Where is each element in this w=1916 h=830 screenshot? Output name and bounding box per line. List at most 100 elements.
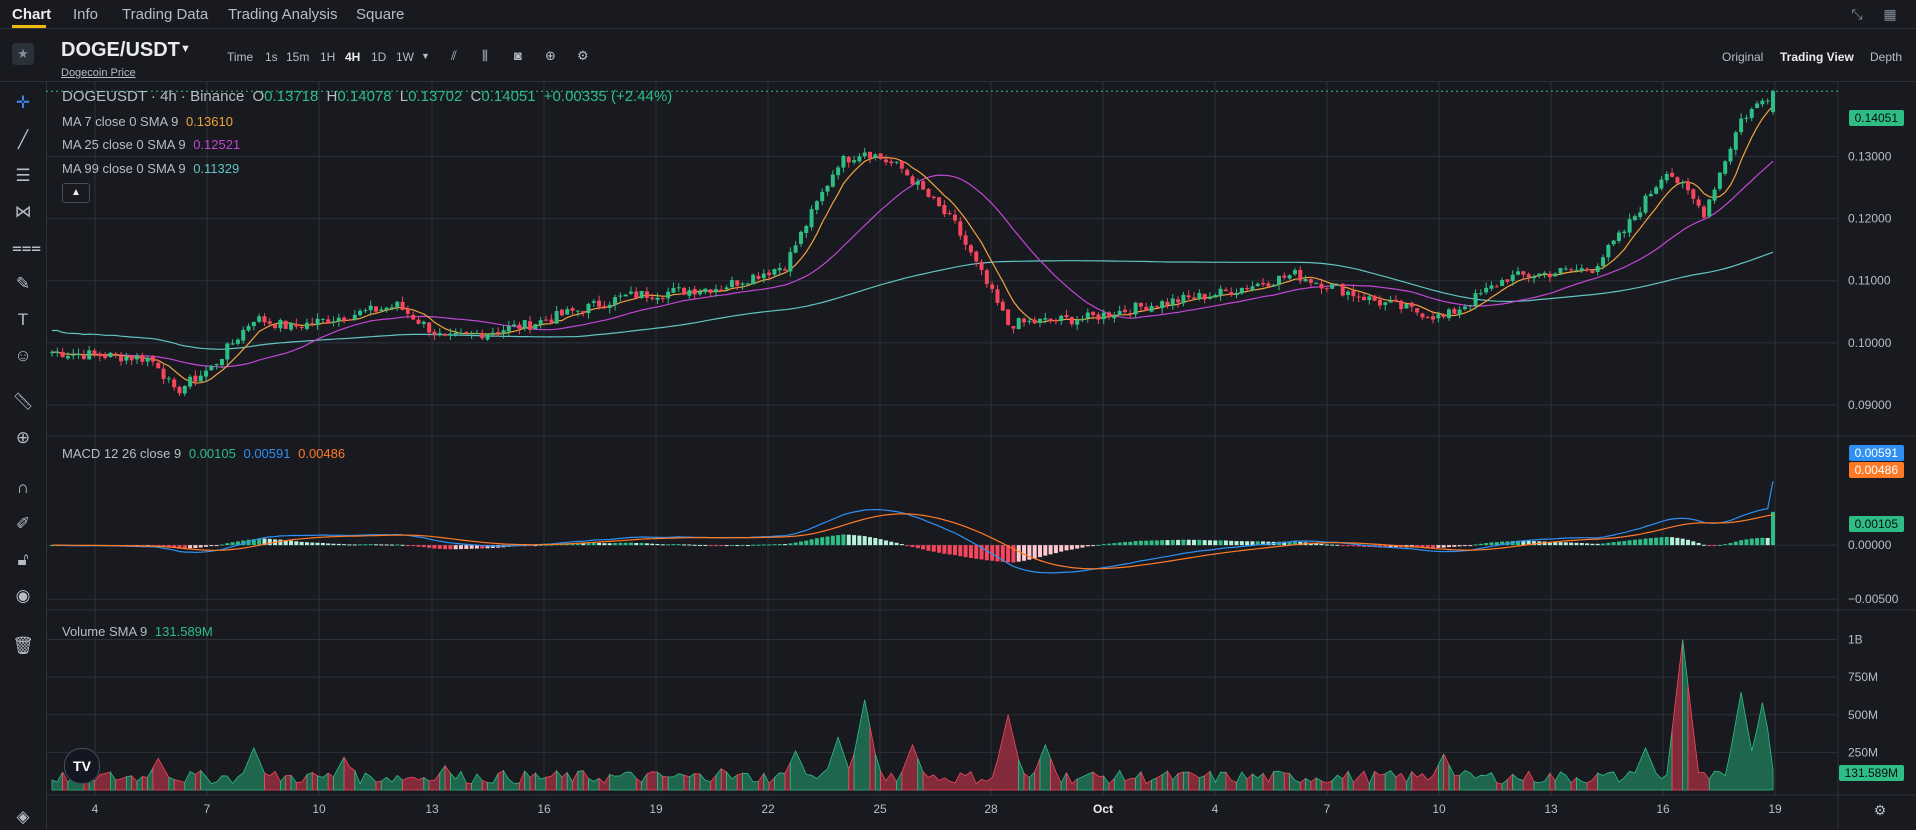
candle-body [857, 156, 862, 162]
view-depth[interactable]: Depth [1870, 50, 1903, 64]
timeframe-time[interactable]: Time [227, 50, 254, 64]
candle-body [1510, 274, 1515, 281]
macd-histogram-bar [395, 544, 400, 546]
trash-icon[interactable]: 🗑︎ [12, 636, 34, 655]
macd-histogram-bar [719, 545, 724, 547]
timeframe-4h[interactable]: 4H [345, 50, 361, 64]
favorite-star-icon[interactable]: ★ [12, 43, 34, 65]
layers-icon[interactable]: ◈ [16, 807, 30, 826]
emoji-icon[interactable]: ☺ [14, 346, 32, 365]
collapse-legend-button[interactable]: ▲ [62, 183, 90, 203]
view-original[interactable]: Original [1722, 50, 1764, 64]
candle-body [1723, 161, 1728, 174]
timeframe-1w[interactable]: 1W [396, 50, 414, 64]
eye-icon[interactable]: ◉ [15, 586, 31, 605]
candle-body [304, 322, 309, 329]
timeframe-1h[interactable]: 1H [320, 50, 336, 64]
macd-histogram-bar [1330, 544, 1335, 546]
camera-icon[interactable]: ◙ [514, 48, 522, 63]
tab-square[interactable]: Square [356, 6, 405, 23]
tab-info[interactable]: Info [73, 6, 99, 23]
macd-histogram-bar [634, 542, 639, 546]
candle-body [1303, 279, 1308, 282]
candle-body [1239, 288, 1244, 294]
tab-chart[interactable]: Chart [12, 6, 52, 23]
macd-histogram-bar [809, 539, 814, 546]
timeframe-15m[interactable]: 15m [286, 50, 310, 64]
macd-histogram-bar [1266, 541, 1271, 546]
macd-value: 0.00591 [243, 446, 291, 461]
magnet-icon[interactable]: ∩ [16, 478, 30, 497]
ruler-icon[interactable]: 📏︎ [12, 392, 34, 411]
ma7-value: 0.13610 [185, 114, 233, 129]
macd-histogram-bar [1154, 540, 1159, 546]
macd-histogram-bar [1388, 545, 1393, 548]
candle-body [570, 308, 575, 311]
macd-histogram-bar [575, 543, 580, 546]
candle-body [1298, 269, 1303, 281]
macd-histogram-bar [783, 544, 788, 546]
macd-histogram-bar [1218, 540, 1223, 546]
brush-icon[interactable]: ✎ [15, 274, 31, 293]
macd-histogram-bar [1739, 540, 1744, 546]
candle-body [1574, 269, 1579, 271]
macd-histogram-bar [1192, 539, 1197, 546]
macd-histogram-bar [1032, 545, 1037, 559]
timeframe-1s[interactable]: 1s [265, 50, 278, 64]
symbol-caret-icon[interactable]: ▼ [180, 43, 191, 55]
candle-body [1388, 300, 1393, 303]
trendline-icon[interactable]: ╱ [17, 130, 29, 149]
macd-histogram-bar [798, 541, 803, 546]
horizontal-lines-icon[interactable]: ☰ [15, 166, 31, 185]
legend-low: 0.13702 [408, 88, 463, 105]
candle-body [1733, 132, 1738, 150]
macd-histogram-bar [363, 544, 368, 546]
time-axis-label: 7 [204, 802, 211, 816]
candle-body [1659, 179, 1664, 189]
tab-trading-data[interactable]: Trading Data [122, 6, 209, 23]
add-icon[interactable]: ⊕ [545, 48, 556, 63]
minimize-icon[interactable]: ⤡ [1851, 6, 1863, 22]
pencil-lock-icon[interactable]: ✐ [15, 514, 31, 533]
layout-grid-icon[interactable]: ▦ [1883, 6, 1897, 22]
candle-body [1069, 317, 1074, 325]
candle-body [1324, 288, 1329, 290]
candle-body [1186, 295, 1191, 298]
lock-icon[interactable]: 🔓︎ [17, 550, 29, 569]
indicators-icon[interactable]: ⫽ [451, 48, 457, 63]
macd-histogram-bar [1415, 545, 1420, 548]
crosshair-icon[interactable]: ✛ [15, 93, 31, 112]
timeframe-1d[interactable]: 1D [371, 50, 387, 64]
macd-histogram-bar [1261, 541, 1266, 546]
macd-histogram-bar [1128, 541, 1133, 546]
volume-area [896, 771, 903, 791]
volume-area [1161, 770, 1168, 791]
fib-icon[interactable]: ⩶ [12, 238, 42, 257]
tab-trading-analysis[interactable]: Trading Analysis [228, 6, 338, 23]
symbol-price-link[interactable]: Dogecoin Price [61, 67, 136, 79]
volume-area [1374, 770, 1386, 791]
symbol-name[interactable]: DOGE/USDT [61, 39, 180, 61]
macd-histogram-bar [421, 545, 426, 548]
candle-type-icon[interactable]: ⫼ [482, 48, 488, 63]
macd-histogram-bar [1255, 541, 1260, 546]
settings-gear-icon[interactable]: ⚙ [577, 48, 589, 63]
pattern-icon[interactable]: ⋈ [14, 202, 32, 221]
macd-histogram-bar [474, 545, 479, 549]
candle-body [1229, 292, 1234, 296]
text-icon[interactable]: T [17, 310, 29, 329]
view-trading-view[interactable]: Trading View [1780, 50, 1854, 64]
candle-body [432, 331, 437, 335]
candle-body [469, 333, 474, 335]
zoom-in-icon[interactable]: ⊕ [15, 428, 31, 447]
candle-body [60, 351, 65, 358]
macd-histogram-bar [294, 541, 299, 546]
candle-body [1765, 100, 1770, 102]
macd-histogram-bar [889, 541, 894, 546]
candle-body [1154, 306, 1159, 308]
tradingview-logo[interactable]: TV [64, 748, 100, 784]
macd-histogram-bar [1319, 543, 1324, 546]
macd-histogram-bar [347, 544, 352, 546]
timeframe-dropdown-icon[interactable]: ▼ [421, 51, 430, 61]
